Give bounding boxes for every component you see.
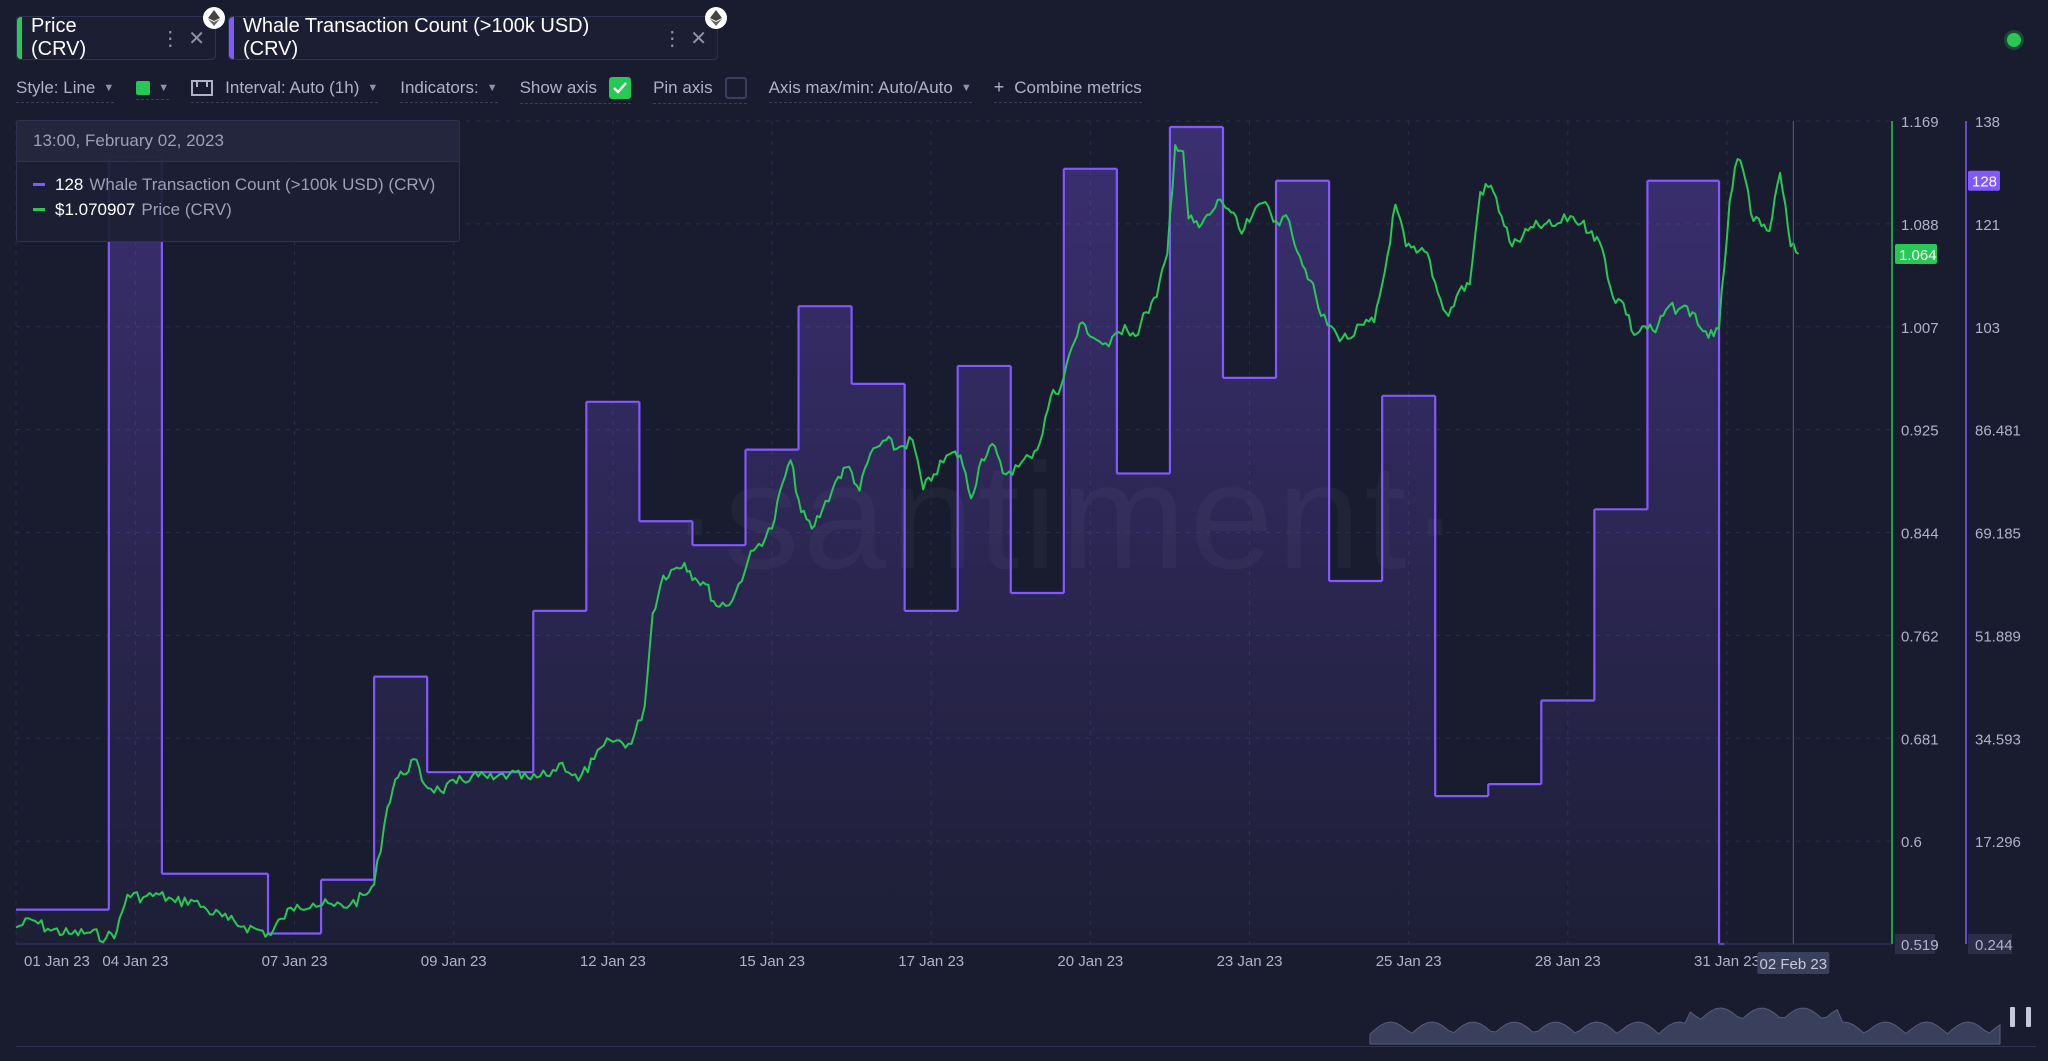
chart-toolbar: Style: Line ▼ ▼ Interval: Auto (1h) ▼ Indi… (16, 76, 1164, 104)
interval-dropdown[interactable]: Interval: Auto (1h) ▼ (191, 77, 379, 103)
color-picker[interactable]: ▼ (136, 80, 170, 100)
price-axis-tick-label: 1.169 (1901, 114, 1939, 131)
price-axis-tick-label: 0.925 (1901, 423, 1939, 440)
price-color-bar (17, 17, 22, 59)
x-axis-tick-label: 25 Jan 23 (1376, 953, 1442, 970)
x-axis-tick-label: 20 Jan 23 (1057, 953, 1123, 970)
x-axis-tick-label: 31 Jan 23 (1694, 953, 1760, 970)
plus-icon: + (993, 77, 1005, 97)
combine-metrics-button[interactable]: + Combine metrics (993, 77, 1142, 103)
x-axis-hover-badge (1757, 952, 1830, 974)
tooltip-whale-name: Whale Transaction Count (>100k USD) (CRV… (89, 174, 436, 194)
color-swatch (136, 80, 151, 95)
combine-label: Combine metrics (1014, 77, 1142, 97)
more-options-icon[interactable]: ⋮ (662, 27, 683, 50)
show-axis-label: Show axis (519, 77, 598, 97)
whale-current-badge (1968, 170, 2000, 191)
pin-axis-label: Pin axis (653, 77, 713, 97)
price-axis-tick-label: 0.681 (1901, 731, 1939, 748)
price-current-label: 1.064 (1899, 247, 1937, 264)
navigator-sparkline (1369, 1007, 2001, 1045)
whale-axis-tick-label: 103 (1975, 320, 2000, 337)
chevron-down-icon: ▼ (960, 81, 972, 94)
ethereum-icon (203, 7, 225, 29)
chevron-down-icon: ▼ (103, 81, 115, 94)
style-dropdown[interactable]: Style: Line ▼ (16, 77, 115, 103)
x-axis-tick-label: 17 Jan 23 (898, 953, 964, 970)
whale-min-bg (1968, 934, 2012, 954)
whale-axis-tick-label: 69.185 (1975, 526, 2021, 543)
x-axis-tick-label: 01 Jan 23 (24, 953, 90, 970)
whale-legend-dash (33, 183, 45, 186)
chart-axes: 1.169 1.088 1.007 0.925 0.844 0.762 0.681 0.6 0.… (16, 114, 2021, 974)
show-axis-checkbox[interactable] (609, 76, 632, 99)
live-status-indicator (2007, 33, 2021, 47)
style-label: Style: Line (16, 77, 96, 97)
pin-axis-toggle[interactable]: Pin axis (653, 76, 747, 104)
x-axis-tick-label: 23 Jan 23 (1217, 953, 1283, 970)
price-legend-dash (33, 208, 45, 211)
tooltip-price-value: $1.070907 (55, 199, 136, 219)
whale-series (16, 125, 1725, 946)
price-axis-tick-label: 0.6 (1901, 834, 1922, 851)
x-axis-tick-label: 12 Jan 23 (580, 953, 646, 970)
price-min-bg (1895, 934, 1935, 954)
chevron-down-icon: ▼ (367, 81, 379, 94)
x-axis-tick-label: 15 Jan 23 (739, 953, 805, 970)
tooltip-price-name: Price (CRV) (141, 199, 232, 219)
indicators-label: Indicators: (400, 77, 479, 97)
price-axis-min-label: 0.519 (1901, 937, 1939, 954)
navigator-preview (1369, 1007, 2031, 1045)
navigator-handle-right (2026, 1007, 2031, 1027)
metric-tab-label: Price (CRV) (31, 15, 87, 60)
x-axis-tick-label: 07 Jan 23 (262, 953, 328, 970)
metric-tab-whale[interactable]: Whale Transaction Count (>100k USD) (CRV… (228, 7, 727, 60)
tooltip-whale-value: 128 (55, 174, 84, 194)
tooltip-row-price: $1.070907 Price (CRV) (17, 197, 459, 222)
chart-tooltip: 13:00, February 02, 2023 128 Whale Trans… (16, 120, 460, 242)
navigator-handle-left (2010, 1007, 2015, 1027)
x-axis-tick-label: 28 Jan 23 (1535, 953, 1601, 970)
chart-navigator[interactable] (16, 990, 2036, 1047)
interval-label: Interval: Auto (1h) (225, 77, 360, 97)
chevron-down-icon: ▼ (486, 81, 498, 94)
whale-axis-tick-label: 51.889 (1975, 628, 2021, 645)
show-axis-toggle[interactable]: Show axis (519, 76, 632, 104)
ethereum-icon (705, 7, 727, 29)
whale-axis-tick-label: 86.481 (1975, 423, 2021, 440)
price-line (15, 144, 1800, 944)
whale-axis-tick-label: 17.296 (1975, 834, 2021, 851)
price-axis-tick-label: 0.762 (1901, 628, 1939, 645)
price-axis-tick-label: 1.088 (1901, 217, 1939, 234)
whale-axis-tick-label: 34.593 (1975, 731, 2021, 748)
whale-color-bar (229, 17, 234, 59)
tooltip-date: 13:00, February 02, 2023 (17, 121, 459, 162)
chevron-down-icon: ▼ (158, 81, 170, 94)
x-axis-tick-label: 09 Jan 23 (421, 953, 487, 970)
price-series (15, 121, 1800, 944)
indicators-dropdown[interactable]: Indicators: ▼ (400, 77, 498, 103)
axis-maxmin-dropdown[interactable]: Axis max/min: Auto/Auto ▼ (768, 77, 972, 103)
close-icon[interactable]: ✕ (690, 27, 707, 50)
tooltip-row-whale: 128 Whale Transaction Count (>100k USD) … (17, 172, 459, 197)
whale-axis-min-label: 0.244 (1975, 937, 2013, 954)
whale-current-label: 128 (1972, 174, 1997, 191)
whale-axis-tick-label: 138 (1975, 114, 2000, 131)
price-axis-tick-label: 1.007 (1901, 320, 1939, 337)
pin-axis-checkbox[interactable] (724, 76, 747, 99)
x-axis-hover-label: 02 Feb 23 (1760, 956, 1828, 973)
axis-maxmin-label: Axis max/min: Auto/Auto (768, 77, 953, 97)
whale-area-fill (16, 126, 1725, 944)
metric-tab-price[interactable]: Price (CRV) ⋮ ✕ (16, 7, 225, 60)
price-current-badge (1895, 243, 1937, 264)
price-axis-tick-label: 0.844 (1901, 526, 1939, 543)
more-options-icon[interactable]: ⋮ (160, 27, 181, 50)
ruler-icon (191, 79, 214, 96)
metric-tab-label: Whale Transaction Count (>100k USD) (CRV… (243, 15, 590, 60)
whale-axis-tick-label: 121 (1975, 217, 2000, 234)
x-axis-tick-label: 04 Jan 23 (102, 953, 168, 970)
close-icon[interactable]: ✕ (188, 27, 205, 50)
